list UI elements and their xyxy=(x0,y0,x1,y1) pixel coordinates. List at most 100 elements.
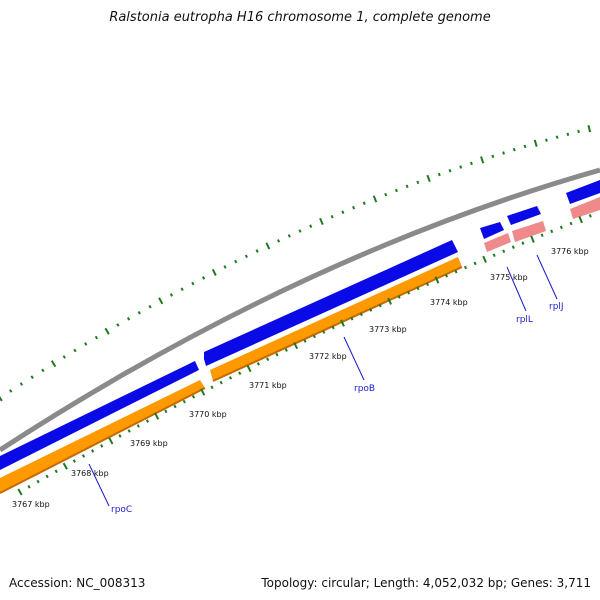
inner-tick xyxy=(331,325,335,330)
outer-tick xyxy=(19,382,24,386)
outer-tick xyxy=(0,396,3,402)
inner-tick xyxy=(425,282,430,287)
outer-tick xyxy=(459,165,463,169)
map-title: Ralstonia eutropha H16 chromosome 1, com… xyxy=(109,10,491,25)
outer-tick xyxy=(191,281,195,286)
outer-tick xyxy=(126,317,131,321)
rna-band-next xyxy=(570,197,600,219)
inner-tick xyxy=(464,265,468,270)
outer-tick xyxy=(566,132,570,136)
outer-tick xyxy=(50,360,57,368)
inner-tick xyxy=(416,286,420,291)
outer-tick xyxy=(330,215,334,219)
rna-band-rplJ xyxy=(512,221,546,242)
kbp-label: 3770 kbp xyxy=(189,410,227,419)
inner-tick xyxy=(312,334,316,339)
inner-tick xyxy=(154,412,160,420)
inner-tick xyxy=(27,484,31,489)
outer-tick xyxy=(223,265,227,269)
cds-next xyxy=(566,180,600,204)
outer-tick xyxy=(319,217,324,226)
outer-tick xyxy=(512,147,516,152)
inner-tick xyxy=(378,303,382,308)
outer-tick xyxy=(41,368,45,373)
outer-tick xyxy=(394,188,398,193)
inner-tick xyxy=(54,469,58,474)
outer-tick xyxy=(211,268,217,276)
inner-tick xyxy=(81,454,86,458)
outer-tick xyxy=(523,144,527,149)
inner-tick xyxy=(578,216,583,224)
gene-band-rpoC-edge xyxy=(0,387,206,494)
outer-tick xyxy=(555,135,559,139)
kbp-label: 3771 kbp xyxy=(249,381,287,390)
outer-tick xyxy=(384,192,388,197)
outer-tick xyxy=(502,151,505,155)
outer-tick xyxy=(352,205,356,210)
outer-tick xyxy=(533,139,538,147)
outer-tick xyxy=(491,154,495,159)
outer-tick xyxy=(341,210,345,214)
outer-tick xyxy=(73,348,77,353)
inner-tick xyxy=(108,437,114,445)
inner-tick xyxy=(219,380,223,385)
outer-tick xyxy=(480,156,485,164)
rna-band-rplL xyxy=(484,233,511,252)
inner-tick xyxy=(191,395,196,399)
outer-tick xyxy=(104,327,110,335)
outer-tick xyxy=(244,254,248,259)
outer-tick xyxy=(30,375,34,379)
outer-tick xyxy=(158,297,164,305)
inner-tick xyxy=(454,269,458,274)
inner-tick xyxy=(210,385,214,390)
inner-tick xyxy=(521,241,525,245)
kbp-label: 3767 kbp xyxy=(12,500,50,509)
outer-tick xyxy=(255,249,259,253)
kbp-label: 3768 kbp xyxy=(71,469,109,478)
gene-label-rplJ: rplJ xyxy=(549,302,564,312)
outer-tick xyxy=(470,161,473,166)
inner-tick xyxy=(118,434,122,438)
outer-tick xyxy=(137,310,141,315)
inner-tick xyxy=(275,352,279,357)
outer-tick xyxy=(448,169,452,173)
kbp-label: 3775 kbp xyxy=(490,273,528,282)
inner-tick xyxy=(397,295,401,299)
outer-tick xyxy=(169,293,174,297)
inner-tick xyxy=(266,357,270,362)
outer-tick xyxy=(201,276,206,280)
inner-tick xyxy=(164,409,168,414)
rplL-leader xyxy=(506,266,527,312)
genome-summary-text: Topology: circular; Length: 4,052,032 bp… xyxy=(261,576,591,590)
outer-tick xyxy=(372,195,378,203)
inner-tick xyxy=(228,376,233,380)
outer-tick xyxy=(148,304,152,309)
inner-tick xyxy=(72,459,76,463)
inner-tick xyxy=(340,319,345,327)
outer-tick xyxy=(362,201,366,206)
outer-tick xyxy=(180,287,184,292)
outer-tick xyxy=(9,389,13,393)
inner-tick xyxy=(173,404,177,409)
cds-rpoC xyxy=(0,361,199,470)
inner-tick xyxy=(559,225,563,230)
outer-tick xyxy=(116,323,120,327)
inner-tick xyxy=(359,312,363,317)
inner-tick xyxy=(511,245,515,249)
inner-tick xyxy=(90,449,95,453)
inner-tick xyxy=(303,339,307,343)
rplJ-leader xyxy=(536,254,558,300)
accession-text: Accession: NC_008313 xyxy=(9,576,146,590)
gene-band-rpoB xyxy=(210,257,462,381)
inner-tick xyxy=(502,249,506,253)
kbp-label: 3772 kbp xyxy=(309,352,347,361)
inner-tick xyxy=(434,276,440,284)
inner-tick xyxy=(45,474,49,479)
inner-tick xyxy=(145,419,150,423)
cds-rplL xyxy=(480,222,504,239)
inner-tick xyxy=(473,261,477,266)
inner-tick-track xyxy=(17,214,592,496)
inner-tick xyxy=(17,488,23,496)
kbp-label: 3769 kbp xyxy=(130,439,168,448)
